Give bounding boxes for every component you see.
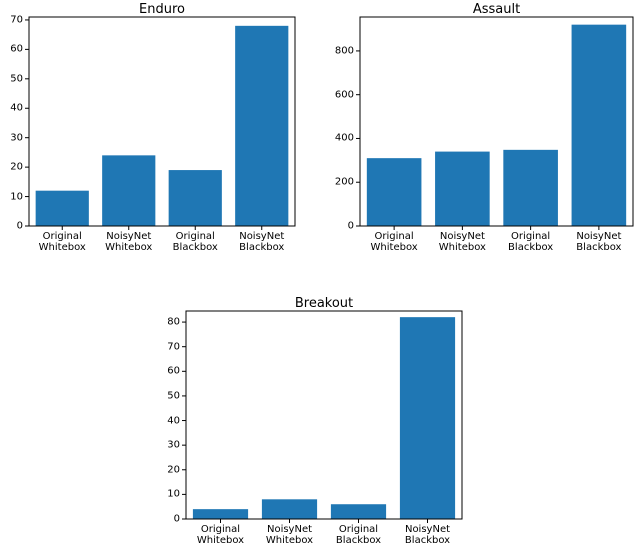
y-tick-label: 60 xyxy=(167,365,180,377)
y-tick-label: 0 xyxy=(16,220,23,232)
y-tick-label: 800 xyxy=(334,45,354,57)
bar xyxy=(192,509,249,519)
y-tick-label: 600 xyxy=(334,89,354,101)
axes-frame xyxy=(359,16,634,227)
y-tick-label: 40 xyxy=(167,415,180,427)
bar xyxy=(503,149,558,226)
x-tick-label: Original Blackbox xyxy=(335,524,382,544)
y-tick-label: 0 xyxy=(173,513,180,525)
x-tick-label: NoisyNet Whitebox xyxy=(265,524,314,544)
bar xyxy=(435,151,490,226)
chart-title: Enduro xyxy=(139,2,185,17)
x-tick-label: Original Whitebox xyxy=(38,231,86,253)
bar xyxy=(399,317,456,519)
y-tick-label: 60 xyxy=(10,43,23,55)
y-tick-label: 50 xyxy=(167,390,180,402)
x-tick-label: NoisyNet Blackbox xyxy=(576,231,622,253)
bar xyxy=(35,190,89,226)
bar xyxy=(168,170,222,226)
axes-frame xyxy=(185,310,463,520)
y-tick-label: 200 xyxy=(334,176,354,188)
x-tick-label: Original Whitebox xyxy=(370,231,418,253)
bar xyxy=(330,504,387,519)
y-tick-label: 30 xyxy=(167,439,180,451)
bar xyxy=(261,499,318,519)
x-tick-label: NoisyNet Blackbox xyxy=(239,231,285,253)
bar xyxy=(102,155,156,226)
x-tick-label: Original Blackbox xyxy=(508,231,554,253)
y-tick-label: 20 xyxy=(10,161,23,173)
x-tick-label: Original Blackbox xyxy=(172,231,218,253)
bar xyxy=(235,25,289,226)
y-tick-label: 30 xyxy=(10,132,23,144)
y-tick-label: 20 xyxy=(167,464,180,476)
y-tick-label: 70 xyxy=(167,341,180,353)
x-tick-label: NoisyNet Blackbox xyxy=(404,524,451,544)
y-tick-label: 10 xyxy=(167,488,180,500)
x-tick-label: NoisyNet Whitebox xyxy=(438,231,486,253)
x-tick-label: NoisyNet Whitebox xyxy=(105,231,153,253)
y-tick-label: 50 xyxy=(10,73,23,85)
y-tick-label: 400 xyxy=(334,132,354,144)
y-tick-label: 0 xyxy=(347,220,354,232)
chart-title: Breakout xyxy=(294,296,354,311)
chart-title: Assault xyxy=(472,2,521,17)
y-tick-label: 80 xyxy=(167,316,180,328)
y-tick-label: 10 xyxy=(10,191,23,203)
bar xyxy=(571,24,627,227)
axes-frame xyxy=(28,16,296,227)
y-tick-label: 70 xyxy=(10,14,23,26)
x-tick-label: Original Whitebox xyxy=(196,524,245,544)
y-tick-label: 40 xyxy=(10,102,23,114)
bar xyxy=(366,158,422,226)
